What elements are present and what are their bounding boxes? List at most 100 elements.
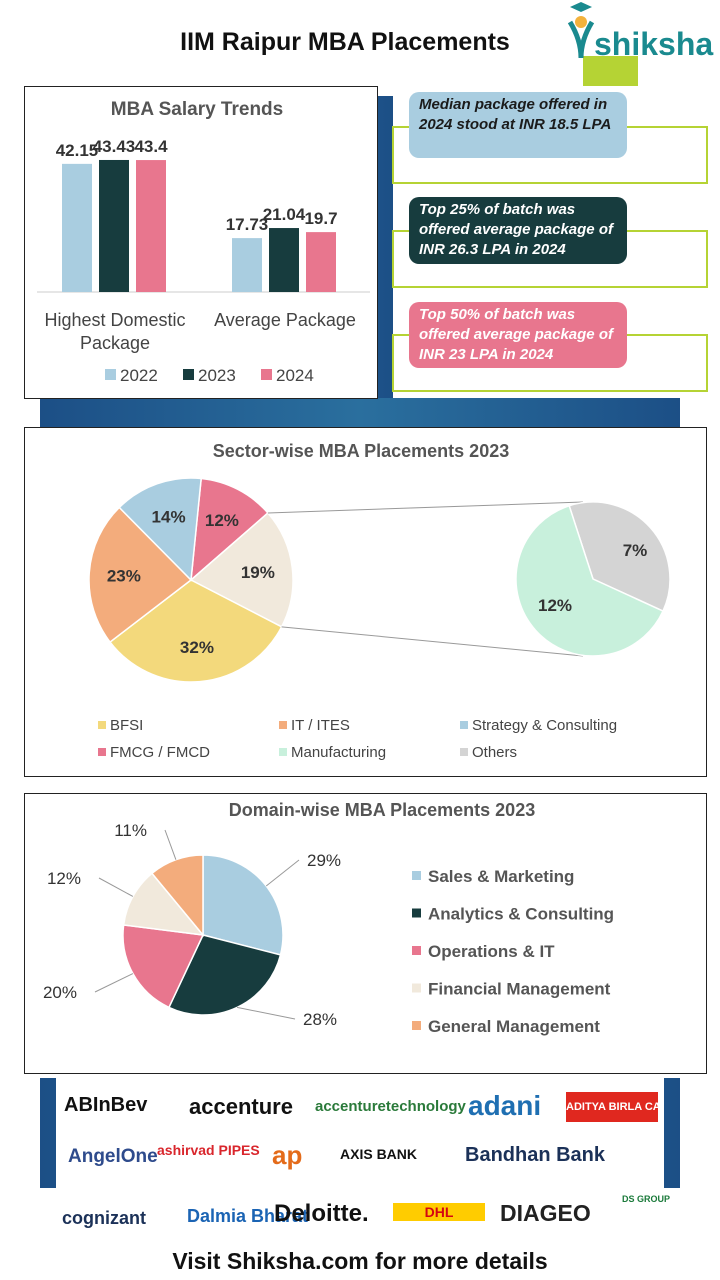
data-label: 21.04: [263, 205, 306, 224]
recruiter-logo: cognizant: [62, 1208, 146, 1228]
recruiter-logo: AngelOne: [68, 1146, 158, 1167]
salary-trends-chart: MBA Salary Trends 42.15 43.43 43.4 17.73 21.0…: [24, 86, 378, 399]
chart-title: Sector-wise MBA Placements 2023: [213, 441, 509, 461]
legend-swatch: [460, 721, 468, 729]
legend-label: IT / ITES: [291, 717, 350, 734]
pie-slice: [122, 924, 205, 1009]
chart-title: MBA Salary Trends: [111, 99, 283, 120]
pie-slice: [167, 934, 282, 1016]
legend-label: Analytics & Consulting: [428, 905, 614, 924]
pie-slice: [108, 579, 283, 683]
legend-swatch: [412, 983, 421, 993]
slice-label: 7%: [623, 541, 648, 560]
legend-label: Manufacturing: [291, 744, 386, 761]
callout-top25: Top 25% of batch was offered average pac…: [409, 197, 627, 264]
pie-slice: [122, 872, 205, 936]
sector-chart: Sector-wise MBA Placements 2023 12% 19% 32%…: [24, 427, 707, 777]
recruiter-logo: ashirvad PIPES: [157, 1142, 260, 1158]
leader-line: [164, 829, 177, 860]
pie-slice: [189, 511, 294, 628]
legend-label: 2024: [276, 366, 314, 385]
recruiter-logo: accenturetechnology: [315, 1098, 466, 1115]
legend-swatch: [279, 748, 287, 756]
recruiter-logos: ABInBev accenture accenturetechnology adani…: [62, 1090, 671, 1228]
leader-line: [98, 877, 134, 897]
bar-2023-0: [99, 159, 129, 292]
pie-slice-manufacturing: [515, 504, 664, 657]
recruiter-logo: Dalmia Bharat: [187, 1206, 309, 1226]
slice-label: 11%: [114, 821, 147, 840]
connector-line: [267, 501, 584, 514]
legend-swatch: [412, 1021, 421, 1030]
legend-swatch: [460, 748, 468, 756]
legend-label: Others: [472, 744, 517, 761]
slice-label: 32%: [180, 638, 214, 657]
connector-line: [281, 626, 584, 657]
legend-label: Strategy & Consulting: [472, 717, 617, 734]
shiksha-logo[interactable]: shiksha: [560, 0, 720, 90]
page-title: IIM Raipur MBA Placements: [180, 28, 510, 56]
data-label: 43.4: [134, 137, 168, 156]
slice-label: 12%: [205, 511, 239, 530]
callout-top50: Top 50% of batch was offered average pac…: [409, 302, 627, 368]
domain-chart: Domain-wise MBA Placements 2023 29% Sales …: [24, 793, 707, 1074]
data-label: 43.43: [93, 137, 136, 156]
recruiter-logo: ABInBev: [64, 1094, 148, 1116]
legend-swatch: [279, 721, 287, 729]
legend-label: 2023: [198, 366, 236, 385]
data-label: 17.73: [226, 215, 269, 234]
recruiter-logo: DS GROUP: [622, 1194, 671, 1204]
x-tick-label: Highest Domestic: [44, 310, 185, 330]
recruiter-logo: AXIS BANK: [340, 1146, 418, 1162]
recruiter-logo: Deloitte.: [274, 1200, 369, 1227]
legend-label: FMCG / FMCD: [110, 744, 210, 761]
legend-swatch: [261, 369, 272, 380]
slice-label: 28%: [303, 1010, 337, 1029]
brand-name: shiksha: [594, 26, 714, 62]
bar-2022-1: [232, 238, 262, 292]
pie-slice: [118, 477, 203, 582]
slice-label: 20%: [43, 983, 77, 1002]
bar-2022-0: [62, 163, 92, 292]
recruiter-logo: DIAGEO: [500, 1200, 591, 1226]
slice-label: 29%: [307, 851, 341, 870]
callout-median: Median package offered in 2024 stood at …: [409, 92, 627, 158]
recruiter-logo: adani: [468, 1090, 542, 1121]
recruiter-logo: Bandhan Bank: [465, 1144, 606, 1166]
leader-line: [265, 859, 300, 887]
bar-2023-1: [269, 228, 299, 292]
x-tick-label: Average Package: [214, 310, 356, 330]
legend-label: Sales & Marketing: [428, 867, 574, 886]
data-label: 42.15: [56, 141, 99, 160]
recruiter-logo: ADITYA BIRLA CAPITAL: [566, 1092, 658, 1122]
bar-2024-0: [136, 160, 166, 292]
slice-label: 12%: [538, 596, 572, 615]
legend-swatch: [98, 748, 106, 756]
legend-swatch: [412, 946, 421, 955]
graduate-icon: [567, 2, 595, 59]
legend-swatch: [412, 871, 421, 880]
slice-label: 14%: [152, 508, 186, 527]
legend-label: BFSI: [110, 717, 143, 734]
recruiter-logo: ap: [272, 1140, 303, 1170]
leader-line: [236, 1006, 296, 1020]
slice-label: 23%: [107, 566, 141, 585]
legend-swatch: [98, 721, 106, 729]
pie-slice: [190, 477, 269, 582]
x-tick-label: Package: [80, 333, 150, 353]
legend-swatch: [105, 369, 116, 380]
legend-swatch: [412, 908, 421, 918]
legend-label: General Management: [428, 1017, 600, 1036]
recruiter-logo: accenture: [189, 1094, 293, 1119]
slice-label: 19%: [241, 563, 275, 582]
legend-label: Operations & IT: [428, 942, 555, 961]
leader-line: [94, 973, 134, 993]
data-label: 19.7: [304, 209, 337, 228]
slice-label: 12%: [47, 869, 81, 888]
legend-swatch: [183, 369, 194, 380]
pie-slice: [88, 506, 193, 644]
bar-2024-1: [306, 232, 336, 292]
recruiter-logo: DHL: [393, 1203, 485, 1221]
legend-label: 2022: [120, 366, 158, 385]
footer-text: Visit Shiksha.com for more details: [172, 1248, 548, 1274]
